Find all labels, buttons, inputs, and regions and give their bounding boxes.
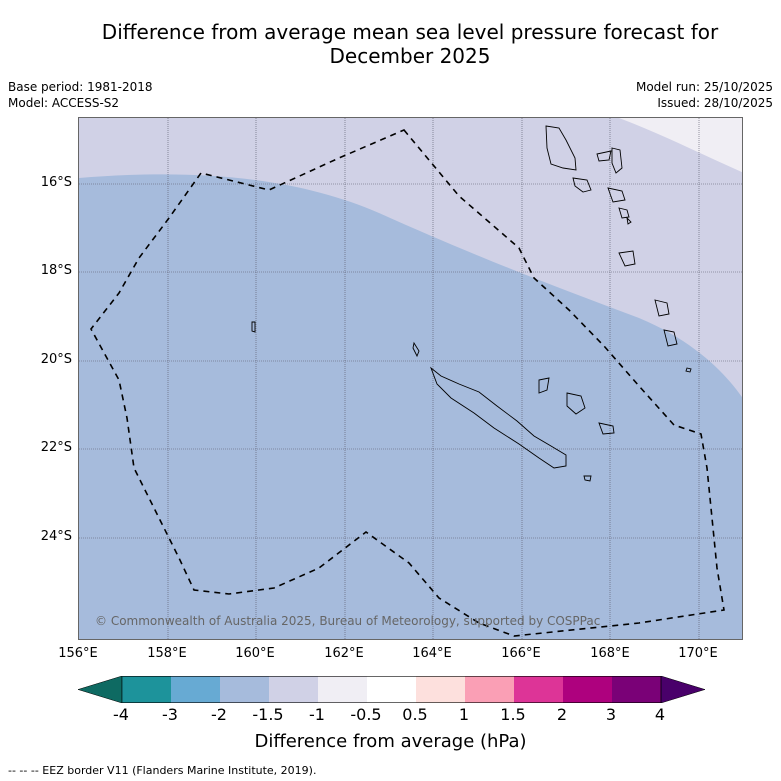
colorbar-segment [465, 676, 514, 703]
colorbar-tick: -0.5 [350, 705, 382, 724]
lon-label: 156°E [58, 646, 98, 661]
lon-label: 170°E [678, 646, 718, 661]
colorbar-segment [318, 676, 367, 703]
colorbar-tick: -1 [309, 705, 325, 724]
model-run: Model run: 25/10/2025 [635, 80, 773, 94]
title-line-1: Difference from average mean sea level p… [101, 20, 719, 44]
colorbar-extend-max [660, 676, 705, 703]
issued-date: Issued: 28/10/2025 [657, 96, 773, 110]
colorbar-segment [220, 676, 269, 703]
colorbar-tick: 2 [556, 705, 568, 724]
colorbar-segment [514, 676, 563, 703]
colorbar-tick: -4 [113, 705, 129, 724]
new-caledonia [430, 366, 567, 469]
colorbar-tick: -3 [162, 705, 178, 724]
anomaly-region-light [619, 118, 742, 173]
base-period: Base period: 1981-2018 [8, 80, 153, 94]
lon-label: 168°E [590, 646, 630, 661]
colorbar [78, 676, 705, 703]
lat-label: 24°S [40, 529, 72, 544]
graticule [79, 118, 742, 639]
colorbar-label: Difference from average (hPa) [254, 731, 527, 752]
map-panel [78, 117, 743, 640]
colorbar-segment [563, 676, 612, 703]
chart-title: Difference from average mean sea level p… [60, 20, 760, 68]
colorbar-tick: -2 [211, 705, 227, 724]
meta-left: Base period: 1981-2018 Model: ACCESS-S2 [8, 79, 153, 111]
colorbar-segment [416, 676, 465, 703]
map-copyright: © Commonwealth of Australia 2025, Bureau… [95, 614, 601, 628]
colorbar-segment [171, 676, 220, 703]
eez-legend: -- -- -- EEZ border V11 (Flanders Marine… [8, 764, 317, 777]
meta-right: Model run: 25/10/2025 Issued: 28/10/2025 [636, 79, 773, 111]
colorbar-segment [612, 676, 661, 703]
lon-label: 158°E [147, 646, 187, 661]
lat-label: 18°S [40, 263, 72, 278]
colorbar-tick: 1 [458, 705, 470, 724]
lat-label: 22°S [40, 440, 72, 455]
lon-label: 160°E [235, 646, 275, 661]
lon-label: 162°E [324, 646, 364, 661]
lon-label: 164°E [412, 646, 452, 661]
model-name: Model: ACCESS-S2 [8, 96, 120, 110]
land-outlines [251, 125, 692, 482]
colorbar-segment [269, 676, 318, 703]
colorbar-tick: 3 [605, 705, 617, 724]
colorbar-segment [367, 676, 416, 703]
colorbar-segment [122, 676, 171, 703]
map-svg [79, 118, 742, 639]
lon-label: 166°E [501, 646, 541, 661]
colorbar-tick: 4 [654, 705, 666, 724]
lat-label: 16°S [40, 175, 72, 190]
colorbar-tick: -1.5 [252, 705, 284, 724]
lat-label: 20°S [40, 352, 72, 367]
eez-border [90, 129, 725, 637]
vanuatu [545, 125, 577, 171]
anomaly-region-blue [79, 174, 742, 639]
colorbar-extend-min [78, 676, 123, 703]
title-line-2: December 2025 [329, 44, 491, 68]
colorbar-tick: 0.5 [402, 705, 428, 724]
colorbar-tick: 1.5 [500, 705, 526, 724]
